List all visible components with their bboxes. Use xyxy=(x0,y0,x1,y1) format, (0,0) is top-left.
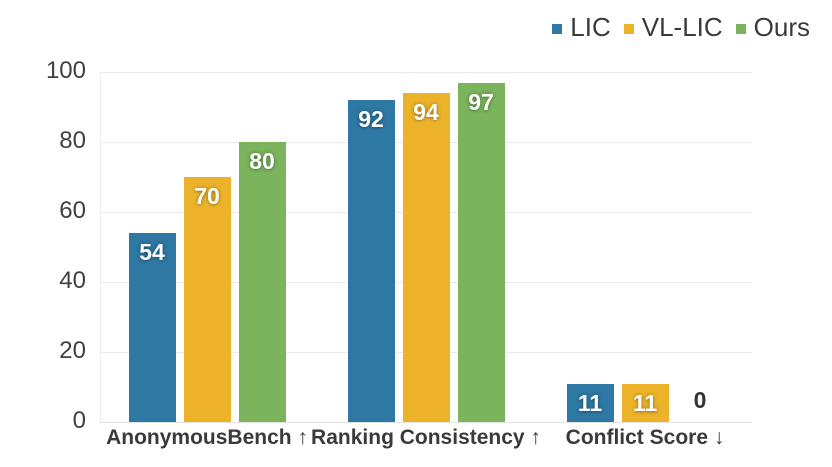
legend-item-lic: LIC xyxy=(552,12,611,43)
gridline xyxy=(100,72,752,73)
bar-value-label: 94 xyxy=(413,99,439,125)
chart-legend: LIC VL-LIC Ours xyxy=(552,12,810,43)
y-tick-label: 20 xyxy=(59,336,86,364)
legend-item-vl-lic: VL-LIC xyxy=(623,12,723,43)
bar-value-label: 97 xyxy=(468,88,494,115)
bar: 70 xyxy=(183,177,231,422)
bar: 11 xyxy=(621,383,669,422)
y-tick-label: 40 xyxy=(59,266,86,294)
x-category-label: Conflict Score ↓ xyxy=(565,426,725,449)
legend-swatch-icon xyxy=(552,23,563,34)
legend-label: Ours xyxy=(753,12,810,42)
bar: 11 xyxy=(566,383,614,422)
bar-value-label: 11 xyxy=(632,389,658,416)
bar-value-label: 11 xyxy=(577,389,603,416)
legend-label: LIC xyxy=(570,12,611,42)
y-tick-label: 60 xyxy=(59,196,86,224)
bar: 94 xyxy=(402,93,450,422)
bar-value-label: 92 xyxy=(358,106,384,132)
bar: 54 xyxy=(128,233,176,422)
legend-label: VL-LIC xyxy=(641,12,723,42)
x-axis-line xyxy=(100,422,752,423)
plot-area: 0 20 40 60 80 100 54 70 80 92 94 97 11 11 0 xyxy=(46,57,752,434)
bar: 80 xyxy=(238,142,286,422)
y-tick-label: 0 xyxy=(72,406,86,434)
y-tick-label: 100 xyxy=(45,56,86,84)
x-category-label: Ranking Consistency ↑ xyxy=(311,426,541,449)
y-tick-label: 80 xyxy=(59,126,86,154)
legend-swatch-icon xyxy=(735,23,746,34)
bar-value-label: 70 xyxy=(194,183,220,209)
bar: 92 xyxy=(347,100,395,422)
bar-value-label-zero: 0 xyxy=(693,387,707,413)
bar-value-label: 54 xyxy=(139,239,165,265)
legend-swatch-icon xyxy=(623,23,634,34)
legend-item-ours: Ours xyxy=(735,12,810,43)
bar-value-label: 80 xyxy=(249,148,275,174)
y-axis-line xyxy=(100,72,101,422)
bar: 97 xyxy=(457,82,505,422)
x-category-label: AnonymousBench ↑ xyxy=(106,426,308,449)
